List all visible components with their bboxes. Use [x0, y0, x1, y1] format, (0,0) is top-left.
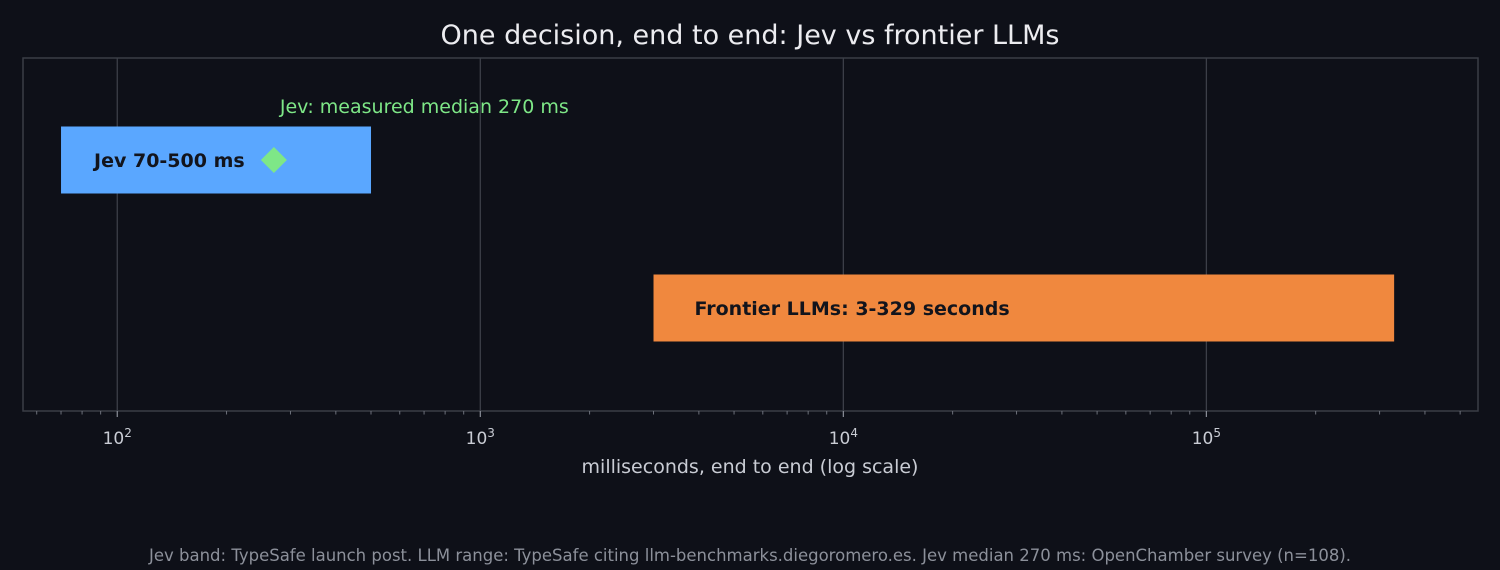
range-bar-label: Jev 70-500 ms [92, 150, 245, 172]
plot-frame [22, 57, 1479, 412]
x-tick-label: 105 [1192, 426, 1221, 449]
x-tick-label: 104 [829, 426, 858, 449]
median-marker [260, 147, 287, 173]
median-annotation: Jev: measured median 270 ms [279, 96, 569, 118]
x-tick-label: 103 [466, 426, 495, 449]
chart-title: One decision, end to end: Jev vs frontie… [441, 20, 1060, 51]
grid-lines [116, 58, 1208, 411]
range-bar-label: Frontier LLMs: 3-329 seconds [695, 298, 1010, 320]
source-footnote: Jev band: TypeSafe launch post. LLM rang… [148, 546, 1351, 565]
x-axis-ticks: 102 103 104 105 [36, 411, 1461, 449]
x-axis-label: milliseconds, end to end (log scale) [582, 456, 919, 478]
range-bar [61, 126, 372, 194]
range-bar [653, 274, 1395, 342]
range-bars: Jev 70-500 ms Frontier LLMs: 3-329 second… [61, 96, 1395, 342]
x-tick-label: 102 [103, 426, 132, 449]
